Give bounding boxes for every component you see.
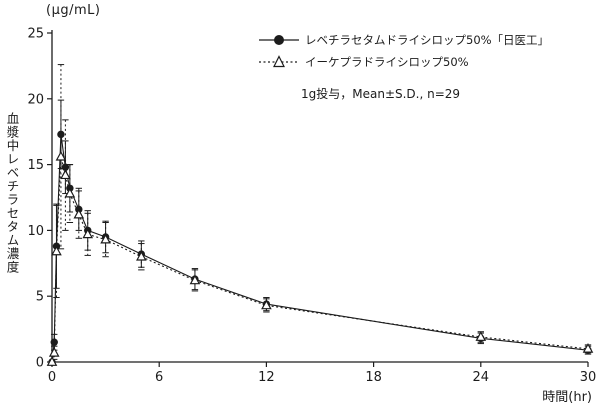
y-axis-unit-label: (μg/mL) — [46, 3, 101, 18]
data-point-open-triangle — [46, 356, 58, 366]
data-point-open-triangle — [82, 228, 94, 239]
data-point-filled-circle — [50, 338, 58, 346]
data-point-open-triangle — [64, 187, 76, 198]
x-tick-label: 12 — [258, 370, 275, 385]
x-axis-title: 時間(hr) — [542, 390, 592, 405]
legend-label: レベチラセタムドライシロップ50%「日医工」 — [305, 33, 550, 47]
y-tick-label: 5 — [36, 290, 44, 305]
study-condition-note: 1g投与，Mean±S.D., n=29 — [301, 87, 461, 101]
legend-item-ekeppra: イーケプラドライシロップ50% — [258, 51, 549, 73]
data-point-filled-circle — [57, 130, 65, 139]
y-tick-label: 10 — [27, 224, 44, 239]
data-point-open-triangle — [475, 331, 487, 341]
legend-item-levetiracetam-nichiiko: レベチラセタムドライシロップ50%「日医工」 — [258, 29, 549, 51]
data-point-filled-circle — [61, 163, 70, 171]
data-point-open-triangle — [51, 245, 62, 256]
y-tick-label: 20 — [27, 92, 44, 107]
y-tick-label: 25 — [27, 27, 44, 42]
data-point-open-triangle — [261, 299, 272, 310]
data-point-open-triangle — [100, 233, 111, 244]
data-point-open-triangle — [60, 169, 71, 180]
open-triangle-dotted-line-icon — [259, 55, 299, 68]
x-tick-label: 0 — [48, 370, 56, 385]
data-point-open-triangle — [73, 208, 85, 219]
legend-label: イーケプラドライシロップ50% — [305, 55, 469, 69]
y-axis-title: 血漿中レベチラセタム濃度 — [4, 112, 20, 274]
data-point-open-triangle — [48, 346, 60, 357]
data-point-open-triangle — [55, 150, 67, 161]
y-tick-label: 0 — [36, 356, 44, 371]
legend: レベチラセタムドライシロップ50%「日医工」 イーケプラドライシロップ50% — [258, 29, 549, 73]
x-tick-label: 6 — [155, 370, 163, 385]
x-tick-label: 30 — [580, 370, 597, 385]
series-line-nichiiko — [51, 134, 589, 363]
y-tick-label: 15 — [27, 158, 44, 173]
x-tick-label: 18 — [365, 370, 382, 385]
data-point-open-triangle — [189, 274, 201, 285]
data-point-open-triangle — [136, 250, 147, 261]
x-tick-label: 24 — [473, 370, 490, 385]
series-line-ekeppra — [51, 156, 589, 363]
data-point-open-triangle — [582, 342, 594, 353]
filled-circle-solid-line-icon — [259, 35, 299, 45]
